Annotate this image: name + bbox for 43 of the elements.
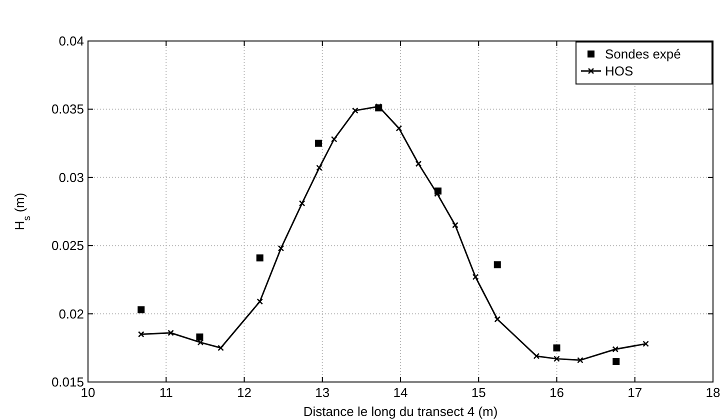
point	[197, 339, 204, 346]
point	[256, 298, 264, 305]
point	[472, 274, 479, 280]
y-tick-label: 0.035	[51, 102, 84, 117]
point	[316, 164, 322, 171]
point	[138, 331, 144, 338]
legend-label: Sondes expé	[605, 46, 681, 62]
y-tick-label: 0.025	[51, 238, 84, 254]
point	[352, 107, 358, 114]
x-tick-label: 15	[471, 385, 486, 400]
x-tick-label: 16	[550, 385, 564, 400]
point	[256, 254, 264, 262]
point	[642, 340, 649, 347]
point	[415, 160, 422, 167]
point	[396, 125, 402, 132]
point	[612, 358, 620, 366]
point	[138, 306, 145, 314]
point	[218, 344, 224, 352]
point	[314, 140, 322, 147]
point	[168, 330, 174, 336]
point	[278, 245, 284, 252]
point	[494, 261, 501, 268]
x-tick-label: 17	[628, 385, 642, 400]
point	[196, 333, 204, 340]
y-tick-label: 0.03	[58, 170, 84, 185]
x-tick-label: 11	[159, 385, 173, 400]
x-tick-label: 13	[315, 385, 330, 400]
point	[577, 357, 584, 364]
point	[553, 344, 560, 352]
point	[298, 200, 306, 206]
x-tick-label: 18	[706, 385, 720, 400]
point	[554, 356, 560, 362]
point	[494, 316, 501, 322]
x-tick-label: 14	[393, 385, 408, 400]
point	[612, 346, 618, 352]
legend-label: HOS	[605, 64, 634, 78]
x-tick-label: 12	[237, 385, 252, 400]
y-tick-label: 0.04	[58, 34, 84, 48]
point	[452, 222, 458, 228]
y-tick-label: 0.02	[58, 306, 84, 322]
point	[533, 352, 540, 360]
point	[330, 136, 338, 142]
x-axis-title: Distance le long du transect 4 (m)	[303, 404, 498, 419]
